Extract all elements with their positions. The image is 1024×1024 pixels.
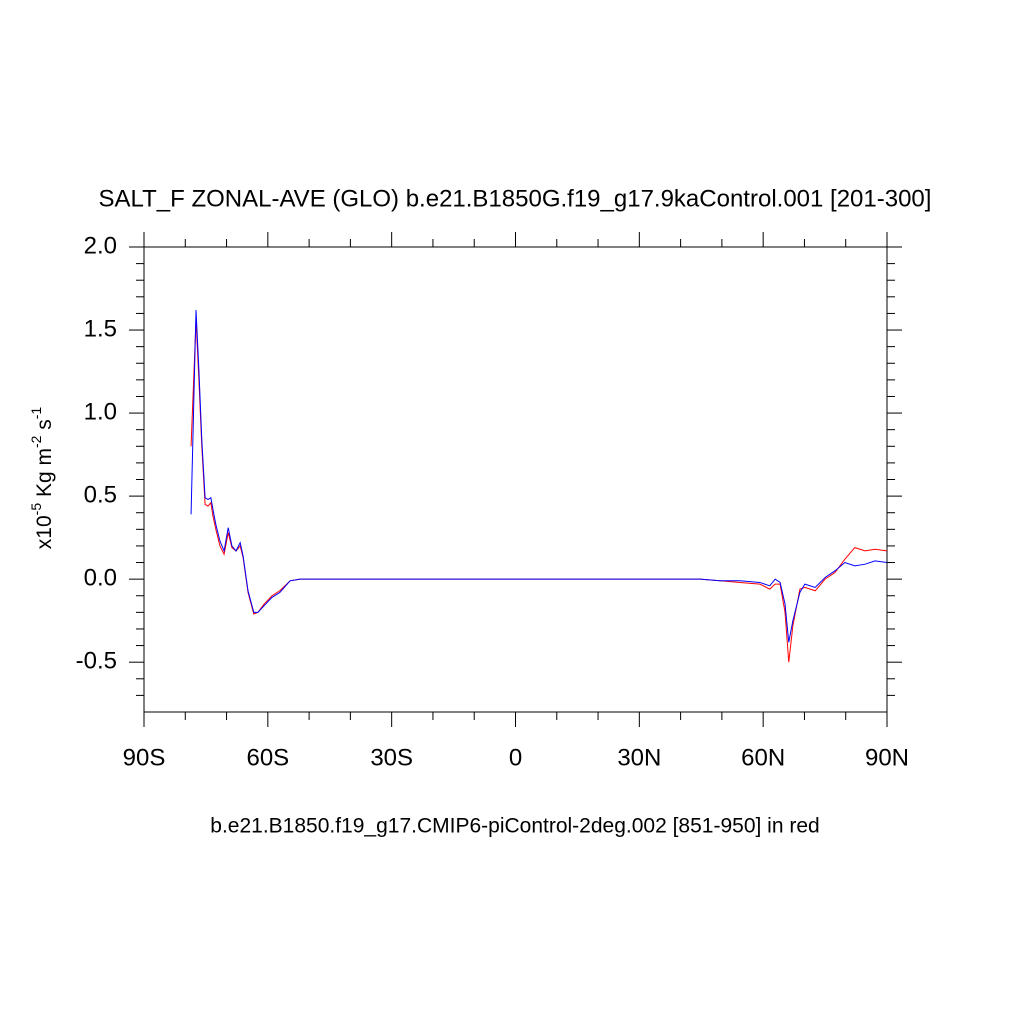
y-axis-label-part: Kg m: [33, 448, 56, 503]
x-tick-label: 30N: [617, 744, 661, 771]
data-line: [190, 310, 888, 643]
y-axis-label-superscript: -2: [28, 435, 44, 448]
y-axis-label-superscript: -1: [28, 407, 44, 420]
chart-title: SALT_F ZONAL-AVE (GLO) b.e21.B1850G.f19_…: [99, 185, 932, 212]
y-axis-label-superscript: -5: [28, 503, 44, 516]
x-tick-label: 60N: [741, 744, 785, 771]
x-tick-label: 0: [509, 744, 522, 771]
y-tick-label: 2.0: [84, 232, 117, 259]
y-tick-label: 1.0: [84, 398, 117, 425]
y-axis-label: x10-5 Kg m-2 s-1: [28, 407, 56, 550]
y-tick-label: -0.5: [76, 648, 117, 675]
y-tick-label: 1.5: [84, 315, 117, 342]
y-axis-label-part: x10: [33, 515, 56, 549]
x-tick-label: 30S: [370, 744, 413, 771]
x-tick-label: 90N: [865, 744, 909, 771]
x-tick-label: 90S: [123, 744, 166, 771]
chart-subtitle: b.e21.B1850.f19_g17.CMIP6-piControl-2deg…: [210, 815, 819, 838]
y-axis-label-part: s: [33, 419, 56, 435]
y-tick-label: 0.5: [84, 481, 117, 508]
y-tick-label: 0.0: [84, 564, 117, 591]
x-tick-label: 60S: [246, 744, 289, 771]
